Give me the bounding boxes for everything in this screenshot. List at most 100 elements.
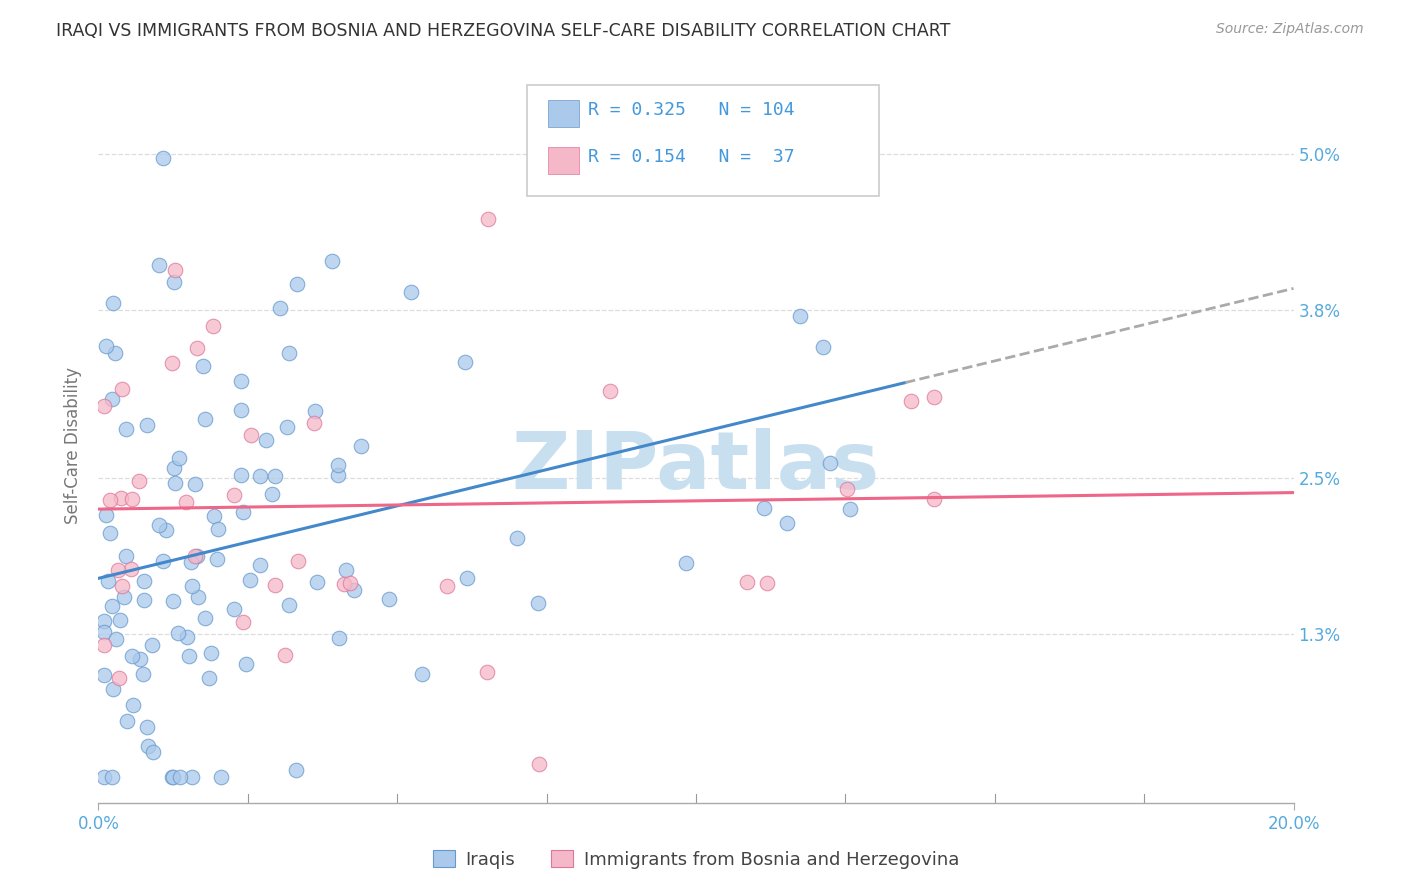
- Point: [302, 416, 325, 430]
- Point: [264, 468, 287, 483]
- Point: [249, 558, 271, 572]
- Point: [186, 341, 208, 355]
- Point: [200, 646, 222, 660]
- Point: [776, 516, 799, 530]
- Point: [96, 339, 118, 353]
- Point: [176, 630, 198, 644]
- Point: [285, 277, 308, 291]
- Point: [349, 439, 371, 453]
- Point: [93, 615, 115, 629]
- Point: [260, 487, 283, 501]
- Point: [222, 488, 245, 502]
- Point: [326, 468, 349, 483]
- Point: [321, 253, 343, 268]
- Point: [284, 763, 307, 777]
- Point: [94, 508, 117, 522]
- Point: [132, 574, 155, 589]
- Point: [304, 404, 326, 418]
- Point: [747, 127, 769, 141]
- Point: [120, 561, 142, 575]
- Point: [529, 756, 551, 771]
- Point: [93, 638, 115, 652]
- Point: [177, 648, 200, 663]
- Point: [922, 390, 945, 404]
- Point: [194, 412, 217, 426]
- Point: [162, 594, 184, 608]
- Point: [229, 402, 252, 417]
- Point: [222, 602, 245, 616]
- Point: [115, 714, 138, 728]
- Point: [166, 626, 188, 640]
- Point: [93, 624, 115, 639]
- Point: [411, 667, 433, 681]
- Point: [207, 552, 229, 566]
- Point: [180, 770, 202, 784]
- Point: [184, 477, 207, 491]
- Point: [599, 384, 621, 398]
- Point: [202, 509, 225, 524]
- Point: [264, 578, 287, 592]
- Point: [229, 467, 252, 482]
- Point: [108, 613, 131, 627]
- Point: [277, 346, 299, 360]
- Text: R = 0.325   N = 104: R = 0.325 N = 104: [588, 101, 794, 119]
- Point: [163, 275, 186, 289]
- Point: [527, 596, 550, 610]
- Point: [100, 770, 122, 784]
- Point: [160, 770, 183, 784]
- Point: [101, 296, 124, 310]
- Point: [111, 579, 134, 593]
- Point: [98, 492, 121, 507]
- Point: [900, 393, 922, 408]
- Point: [326, 458, 349, 472]
- Point: [98, 525, 121, 540]
- Point: [107, 671, 129, 685]
- Point: [249, 468, 271, 483]
- Point: [176, 495, 198, 509]
- Point: [207, 522, 229, 536]
- Point: [838, 501, 860, 516]
- Point: [506, 532, 529, 546]
- Point: [342, 583, 364, 598]
- Point: [813, 340, 835, 354]
- Point: [818, 456, 841, 470]
- Point: [110, 491, 132, 505]
- Point: [101, 599, 124, 614]
- Point: [142, 745, 165, 759]
- Point: [136, 739, 159, 753]
- Point: [789, 309, 811, 323]
- Point: [186, 591, 208, 605]
- Point: [121, 492, 143, 507]
- Point: [235, 657, 257, 671]
- Point: [121, 648, 143, 663]
- Point: [112, 590, 135, 604]
- Point: [152, 152, 174, 166]
- Point: [97, 574, 120, 589]
- Point: [103, 681, 125, 696]
- Point: [333, 577, 356, 591]
- Point: [201, 319, 224, 334]
- Point: [922, 492, 945, 507]
- Point: [93, 770, 115, 784]
- Point: [135, 417, 157, 432]
- Point: [163, 263, 186, 277]
- Point: [93, 668, 115, 682]
- Point: [122, 698, 145, 713]
- Point: [163, 476, 186, 491]
- Point: [180, 555, 202, 569]
- Point: [239, 428, 262, 442]
- Point: [136, 720, 159, 734]
- Point: [169, 770, 191, 784]
- Point: [277, 599, 299, 613]
- Point: [194, 610, 217, 624]
- Point: [339, 575, 361, 590]
- Point: [254, 433, 277, 447]
- Point: [111, 382, 134, 396]
- Point: [141, 638, 163, 652]
- Point: [162, 770, 184, 784]
- Point: [475, 665, 498, 679]
- Point: [93, 399, 115, 413]
- Point: [287, 554, 309, 568]
- Point: [155, 523, 177, 537]
- Point: [114, 549, 136, 563]
